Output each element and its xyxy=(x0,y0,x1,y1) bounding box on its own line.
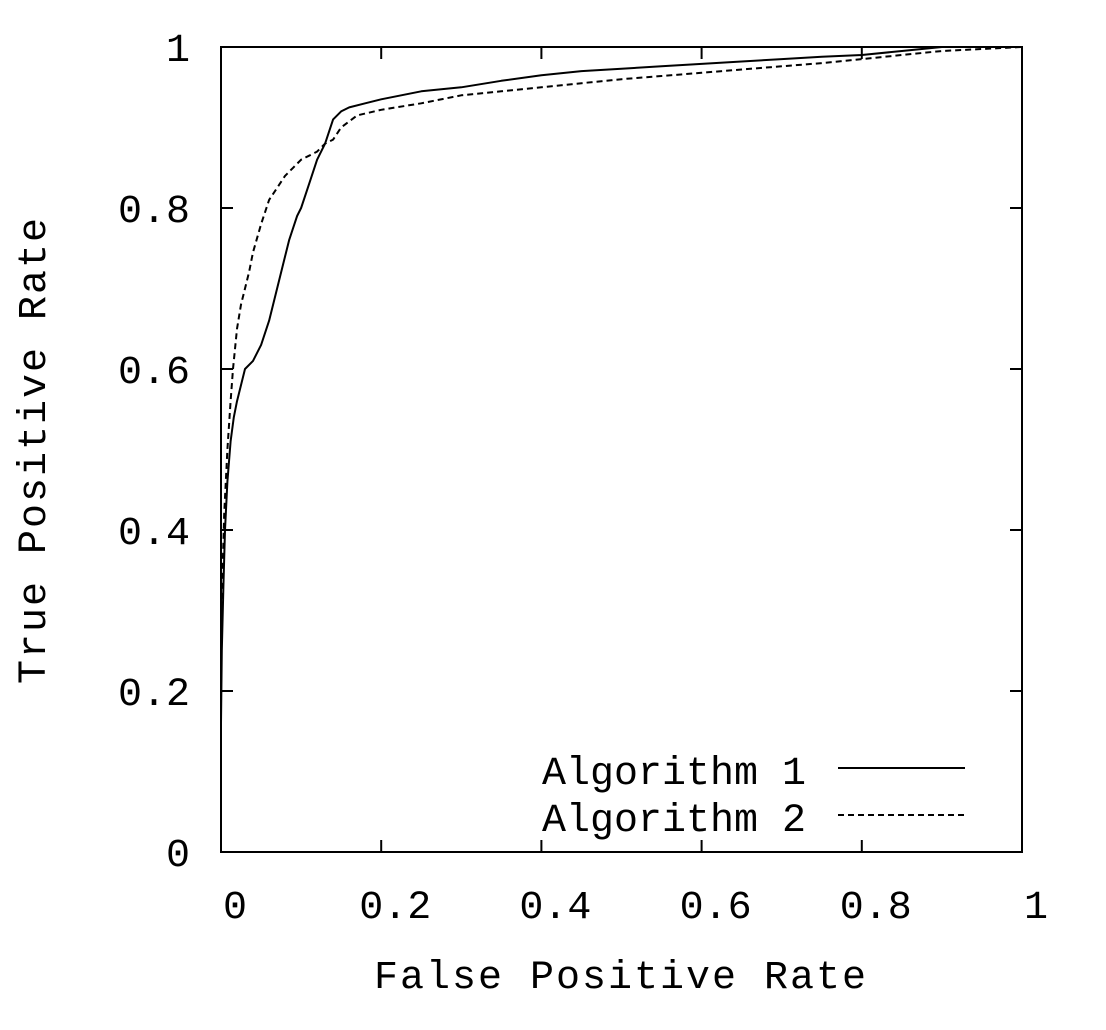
x-axis-label: False Positive Rate xyxy=(374,956,868,1001)
y-tick-label: 0.2 xyxy=(118,673,190,718)
y-tick-label: 1 xyxy=(166,29,190,74)
x-axis-ticks: 0 0.2 0.4 0.6 0.8 1 xyxy=(220,47,1048,931)
y-tick-label: 0.4 xyxy=(118,512,190,557)
y-tick-label: 0.8 xyxy=(118,190,190,235)
x-tick-label: 0.6 xyxy=(680,886,752,931)
series-layer xyxy=(220,46,1023,724)
legend-label: Algorithm 1 xyxy=(542,752,806,797)
x-tick-label: 1 xyxy=(1024,886,1048,931)
series-line-algorithm-2 xyxy=(220,46,1023,659)
y-axis-ticks: 0 0.2 0.4 0.6 0.8 1 xyxy=(118,29,1022,879)
x-tick-label: 0 xyxy=(223,886,247,931)
y-axis-label: True Positive Rate xyxy=(13,216,58,684)
plot-frame xyxy=(220,46,1023,853)
x-tick-label: 0.8 xyxy=(840,886,912,931)
x-tick-label: 0.2 xyxy=(359,886,431,931)
legend-label: Algorithm 2 xyxy=(542,799,806,844)
series-line-algorithm-1 xyxy=(220,46,1022,724)
x-tick-label: 0.4 xyxy=(519,886,591,931)
y-tick-label: 0.6 xyxy=(118,351,190,396)
y-tick-label: 0 xyxy=(166,834,190,879)
